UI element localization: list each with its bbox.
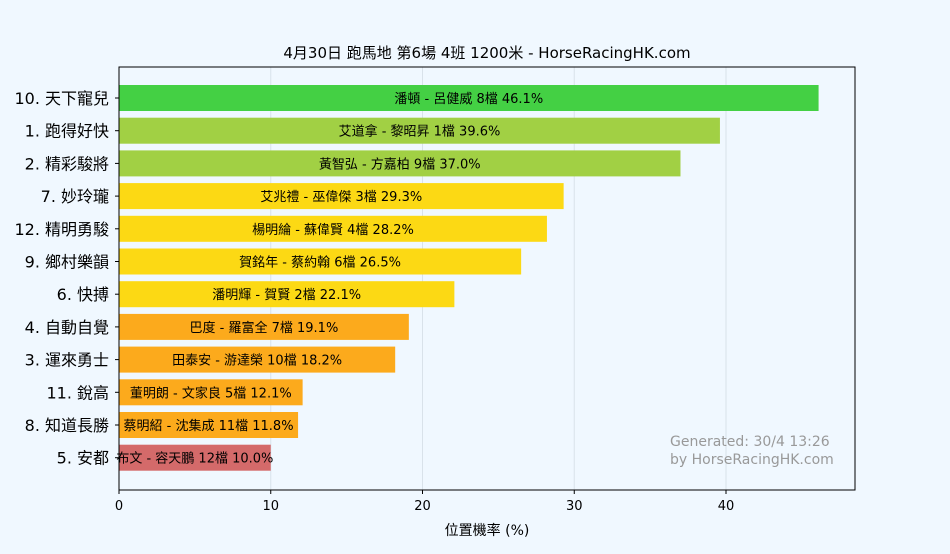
x-tick-label: 10	[262, 499, 279, 514]
category-label: 12. 精明勇駿	[14, 220, 109, 239]
watermark-line-1: Generated: 30/4 13:26	[670, 434, 830, 450]
bar	[119, 183, 564, 210]
bar	[119, 379, 303, 406]
x-tick-label: 20	[414, 499, 431, 514]
bar-label: 潘頓 - 呂健威 8檔 46.1%	[394, 92, 543, 107]
chart-title: 4月30日 跑馬地 第6場 4班 1200米 - HorseRacingHK.c…	[283, 44, 690, 62]
category-label: 1. 跑得好快	[25, 122, 109, 141]
x-tick-label: 0	[115, 499, 123, 514]
watermark-line-2: by HorseRacingHK.com	[670, 452, 834, 468]
bar-label: 田泰安 - 游達榮 10檔 18.2%	[172, 354, 342, 369]
bar	[119, 85, 819, 111]
bar-label: 布文 - 容天鵬 12檔 10.0%	[116, 451, 273, 467]
bar-label: 賀銘年 - 蔡約翰 6檔 26.5%	[239, 256, 401, 271]
bar	[119, 313, 409, 340]
bar-label: 艾兆禮 - 巫偉傑 3檔 29.3%	[260, 190, 422, 205]
bar-label: 黃智弘 - 方嘉柏 9檔 37.0%	[319, 156, 481, 172]
bar	[119, 281, 455, 308]
category-label: 5. 安都	[57, 449, 109, 468]
bar-label: 潘明輝 - 賀賢 2檔 22.1%	[212, 288, 361, 303]
bar	[119, 346, 396, 373]
bar-label: 艾道拿 - 黎昭昇 1檔 39.6%	[339, 124, 501, 140]
category-label: 3. 運來勇士	[25, 351, 109, 370]
bars	[119, 85, 819, 471]
bar-label: 巴度 - 羅富全 7檔 19.1%	[190, 320, 339, 336]
x-tick-label: 30	[566, 499, 583, 514]
bar	[119, 412, 299, 438]
category-label: 2. 精彩駿將	[25, 154, 109, 173]
category-label: 10. 天下寵兒	[14, 89, 109, 108]
category-label: 6. 快搏	[57, 285, 109, 304]
bar	[119, 117, 720, 144]
category-label: 4. 自動自覺	[25, 318, 109, 337]
bar-label: 楊明綸 - 蘇偉賢 4檔 28.2%	[252, 222, 414, 238]
bar	[119, 444, 271, 471]
plot-frame	[118, 66, 856, 491]
x-axis-label: 位置機率 (%)	[445, 522, 530, 539]
category-label: 9. 鄉村樂韻	[25, 253, 109, 272]
category-label: 11. 銳高	[46, 383, 109, 402]
bar-labels: 潘頓 - 呂健威 8檔 46.1% 艾道拿 - 黎昭昇 1檔 39.6% 黃智弘 -…	[116, 92, 543, 467]
bar	[119, 150, 681, 177]
bar	[119, 215, 547, 242]
bar	[119, 248, 522, 275]
axes: 10. 天下寵兒 1. 跑得好快 2. 精彩駿將 7. 妙玲瓏 12. 精明勇駿 9. 鄉…	[14, 66, 856, 514]
category-label: 8. 知道長勝	[25, 416, 109, 435]
bar-label: 蔡明紹 - 沈集成 11檔 11.8%	[124, 418, 294, 434]
x-tick-label: 40	[718, 499, 735, 514]
category-label: 7. 妙玲瓏	[41, 187, 109, 206]
bar-label: 董明朗 - 文家良 5檔 12.1%	[130, 385, 292, 401]
